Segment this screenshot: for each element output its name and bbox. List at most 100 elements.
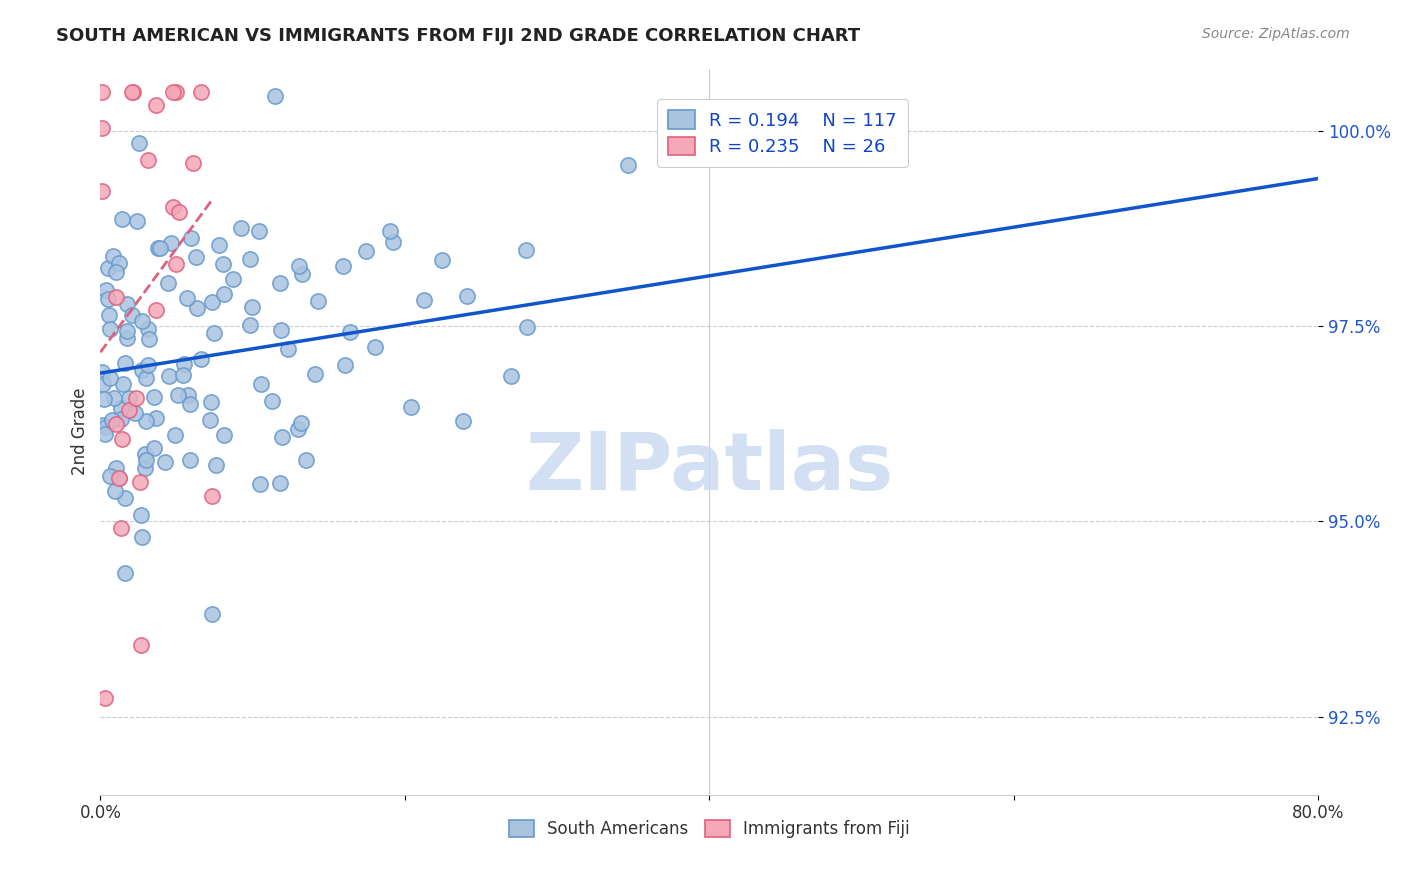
Point: [186, 301, 208, 315]
Point: [269, 476, 291, 491]
Point: [98, 469, 121, 483]
Point: [200, 395, 222, 409]
Point: [499, 369, 522, 384]
Point: [94, 419, 117, 434]
Point: [295, 453, 318, 467]
Point: [221, 272, 243, 286]
Point: [103, 392, 125, 406]
Point: [277, 343, 299, 357]
Point: [430, 252, 453, 267]
Point: [110, 411, 132, 425]
Point: [165, 85, 187, 99]
Point: [145, 98, 167, 112]
Point: [105, 417, 128, 432]
Point: [111, 432, 134, 446]
Point: [93, 426, 115, 441]
Point: [97, 292, 120, 306]
Point: [339, 325, 361, 339]
Point: [118, 391, 141, 405]
Point: [108, 471, 131, 485]
Point: [181, 156, 204, 170]
Point: [335, 358, 357, 372]
Point: [179, 397, 201, 411]
Point: [108, 256, 131, 270]
Point: [114, 566, 136, 580]
Text: Source: ZipAtlas.com: Source: ZipAtlas.com: [1202, 27, 1350, 41]
Point: [138, 332, 160, 346]
Point: [229, 220, 252, 235]
Point: [271, 429, 294, 443]
Point: [201, 607, 224, 622]
Point: [212, 286, 235, 301]
Point: [173, 357, 195, 371]
Point: [157, 369, 180, 384]
Point: [165, 258, 187, 272]
Point: [291, 268, 314, 282]
Point: [208, 238, 231, 252]
Point: [263, 89, 285, 103]
Point: [112, 377, 135, 392]
Point: [125, 214, 148, 228]
Point: [332, 260, 354, 274]
Point: [145, 303, 167, 318]
Point: [162, 85, 184, 99]
Point: [90, 184, 112, 198]
Point: [201, 489, 224, 503]
Point: [98, 371, 121, 385]
Point: [134, 460, 156, 475]
Point: [149, 241, 172, 255]
Point: [93, 376, 115, 391]
Point: [122, 85, 145, 99]
Point: [249, 377, 271, 392]
Point: [117, 296, 139, 310]
Point: [110, 401, 132, 416]
Point: [239, 318, 262, 332]
Point: [153, 455, 176, 469]
Point: [107, 471, 129, 485]
Point: [200, 295, 222, 310]
Point: [97, 260, 120, 275]
Legend: South Americans, Immigrants from Fiji: South Americans, Immigrants from Fiji: [502, 813, 917, 845]
Point: [94, 283, 117, 297]
Point: [190, 85, 212, 99]
Point: [111, 211, 134, 226]
Point: [91, 121, 114, 136]
Point: [270, 323, 292, 337]
Point: [160, 236, 183, 251]
Point: [172, 368, 194, 382]
Point: [94, 690, 117, 705]
Point: [131, 363, 153, 377]
Text: ZIPatlas: ZIPatlas: [526, 429, 893, 507]
Point: [129, 508, 152, 523]
Point: [202, 326, 225, 340]
Point: [131, 314, 153, 328]
Point: [184, 250, 207, 264]
Point: [90, 365, 112, 379]
Point: [145, 410, 167, 425]
Point: [134, 448, 156, 462]
Y-axis label: 2nd Grade: 2nd Grade: [72, 388, 89, 475]
Point: [176, 291, 198, 305]
Point: [167, 388, 190, 402]
Point: [190, 351, 212, 366]
Point: [451, 414, 474, 428]
Point: [177, 387, 200, 401]
Point: [91, 418, 114, 433]
Point: [136, 358, 159, 372]
Point: [381, 235, 404, 249]
Point: [516, 320, 538, 334]
Point: [211, 257, 233, 271]
Point: [114, 491, 136, 505]
Point: [157, 276, 180, 290]
Point: [260, 394, 283, 409]
Point: [617, 158, 640, 172]
Point: [104, 484, 127, 499]
Point: [380, 223, 402, 237]
Point: [131, 530, 153, 544]
Point: [128, 136, 150, 150]
Point: [412, 293, 434, 307]
Point: [204, 458, 226, 472]
Point: [115, 324, 138, 338]
Point: [212, 428, 235, 442]
Point: [307, 294, 329, 309]
